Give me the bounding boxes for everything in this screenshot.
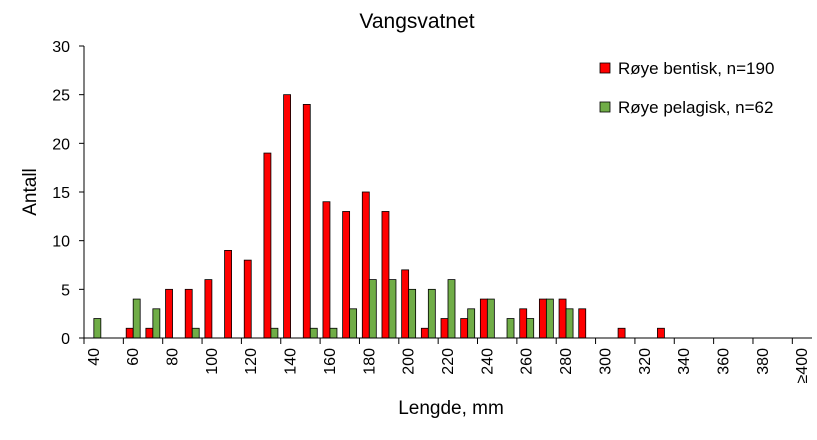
x-tick-label: 160: [322, 348, 339, 375]
bar-bentisk: [519, 308, 528, 339]
bar-pelagisk: [191, 327, 200, 339]
bar-pelagisk: [270, 327, 279, 339]
bar-pelagisk: [447, 279, 456, 339]
y-tick-label: 20: [52, 136, 70, 153]
x-axis-label: Lengde, mm: [398, 398, 504, 419]
bar-bentisk: [322, 201, 331, 339]
x-tick-label: 280: [558, 348, 575, 375]
bar-pelagisk: [545, 298, 554, 339]
y-tick-label: 10: [52, 234, 70, 251]
bar-bentisk: [361, 191, 370, 339]
bar-pelagisk: [388, 279, 397, 339]
bar-pelagisk: [309, 327, 318, 339]
bar-bentisk: [460, 318, 469, 339]
bar-pelagisk: [506, 318, 515, 339]
bar-bentisk: [657, 327, 665, 339]
bar-bentisk: [125, 327, 134, 339]
bar-bentisk: [420, 327, 429, 339]
bar-bentisk: [342, 211, 351, 339]
bar-bentisk: [440, 318, 449, 339]
bar-bentisk: [617, 327, 626, 339]
y-tick-label: 30: [52, 39, 70, 56]
bar-bentisk: [165, 288, 173, 339]
bar-pelagisk: [368, 279, 377, 339]
bar-bentisk: [401, 269, 410, 339]
bar-pelagisk: [152, 308, 161, 339]
bar-pelagisk: [467, 308, 476, 339]
legend: Røye bentisk, n=190 Røye pelagisk, n=62: [599, 59, 774, 117]
bar-pelagisk: [349, 308, 358, 339]
y-tick-label: 5: [61, 282, 70, 299]
y-axis-label: Antall: [20, 168, 41, 216]
x-tick-label: 100: [204, 348, 221, 375]
x-tick-label: 220: [440, 348, 457, 375]
bar-pelagisk: [329, 327, 338, 339]
x-tick-label: 40: [86, 348, 103, 366]
bar-pelagisk: [408, 288, 417, 339]
x-tick-label: 340: [676, 348, 693, 375]
bar-bentisk: [145, 327, 154, 339]
bar-bentisk: [558, 298, 567, 339]
bar-bentisk: [381, 211, 390, 339]
y-tick-label: 15: [52, 185, 70, 202]
bar-bentisk: [204, 279, 213, 339]
x-tick-label: 320: [637, 348, 654, 375]
bar-bentisk: [538, 298, 547, 339]
bar-bentisk: [578, 308, 587, 339]
bar-pelagisk: [427, 288, 436, 339]
x-tick-label: 260: [519, 348, 536, 375]
x-tick-label: 140: [283, 348, 300, 375]
bar-bentisk: [283, 94, 291, 339]
chart-title: Vangsvatnet: [359, 10, 474, 33]
legend-swatch: [599, 101, 611, 113]
bars: [93, 94, 665, 339]
x-tick-label: 180: [361, 348, 378, 375]
x-tick-label: 60: [125, 348, 142, 366]
bar-pelagisk: [486, 298, 495, 339]
legend-swatch: [599, 62, 611, 74]
x-tick-label: 120: [243, 348, 260, 375]
y-tick-label: 0: [61, 331, 70, 348]
x-tick-label: 360: [715, 348, 732, 375]
bar-bentisk: [479, 298, 488, 339]
x-tick-label: 240: [479, 348, 496, 375]
bar-pelagisk: [565, 308, 574, 339]
bar-bentisk: [243, 259, 252, 339]
y-tick-label: 25: [52, 88, 70, 105]
bar-pelagisk: [526, 318, 535, 339]
bar-pelagisk: [132, 298, 141, 339]
legend-label: Røye pelagisk, n=62: [618, 98, 773, 117]
bar-bentisk: [302, 104, 311, 339]
bar-bentisk: [224, 249, 232, 339]
x-tick-label: 200: [401, 348, 418, 375]
x-tick-label: ≥400: [794, 348, 811, 384]
bar-bentisk: [263, 152, 272, 339]
x-tick-label: 380: [755, 348, 772, 375]
legend-label: Røye bentisk, n=190: [618, 59, 774, 78]
x-tick-label: 80: [165, 348, 182, 366]
x-tick-label: 300: [597, 348, 614, 375]
bar-bentisk: [184, 288, 193, 339]
bar-pelagisk: [93, 318, 102, 339]
y-axis-ticks: 0 5 10 15 20 25 30: [52, 39, 84, 348]
x-axis-ticks: 40 60 80 100 120 140 160 180 200 220 240 260 280 300 3…: [83, 338, 811, 384]
